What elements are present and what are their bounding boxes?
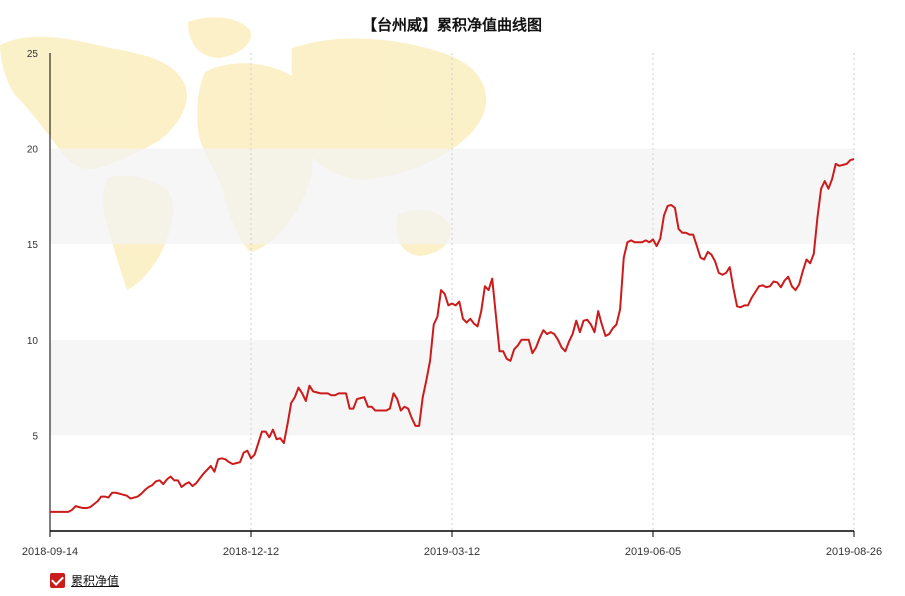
legend-checkbox-icon[interactable]	[50, 572, 65, 588]
x-tick-label: 2019-03-12	[424, 546, 480, 558]
y-tick-label: 10	[27, 336, 39, 347]
x-tick-label: 2018-09-14	[22, 546, 78, 558]
legend-label[interactable]: 累积净值	[71, 573, 120, 588]
y-tick-label: 20	[27, 145, 39, 156]
series-line-cumulative-nav	[50, 158, 855, 513]
y-tick-label: 25	[27, 49, 39, 60]
x-tick-label: 2018-12-12	[223, 546, 279, 558]
y-tick-labels: 5 10 15 20 25	[27, 49, 39, 442]
watermark-greenland	[188, 17, 251, 58]
watermark-north-america	[0, 36, 187, 170]
legend[interactable]: 累积净值	[50, 570, 119, 590]
x-tick-label: 2019-08-26	[826, 546, 882, 558]
x-tick-labels: 2018-09-14 2018-12-12 2019-03-12 2019-06-05…	[22, 546, 882, 558]
chart-title: 【台州威】累积净值曲线图	[362, 16, 542, 34]
y-tick-label: 15	[27, 240, 39, 251]
x-tick-label: 2019-06-05	[625, 546, 681, 558]
axes	[49, 53, 855, 537]
y-tick-label: 5	[32, 431, 38, 442]
watermark-asia	[291, 38, 487, 181]
